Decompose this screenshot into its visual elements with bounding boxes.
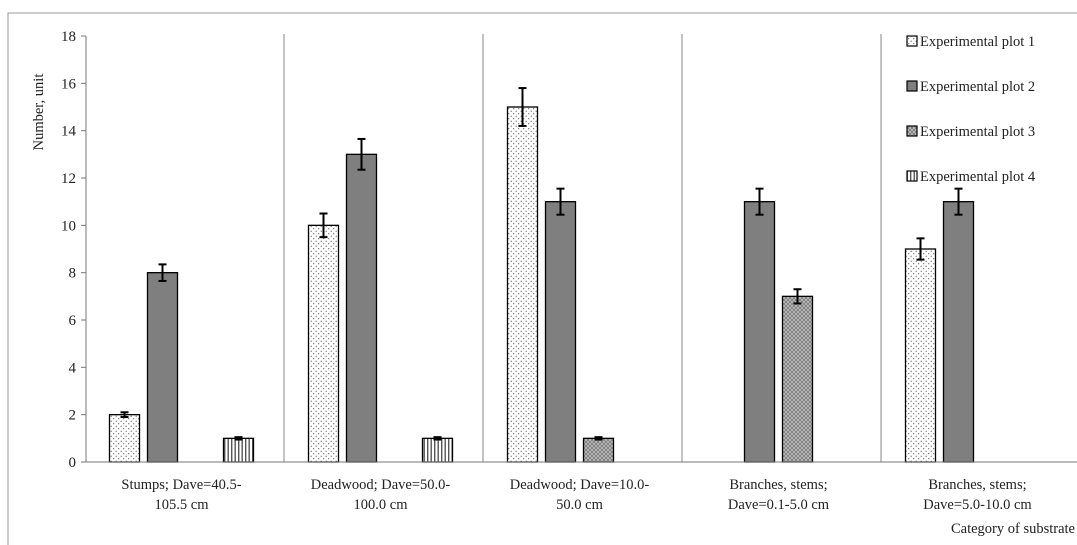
category-label: Deadwood; Dave=10.0- 50.0 cm	[510, 477, 650, 513]
y-tick-label: 16	[61, 76, 77, 92]
y-tick-label: 18	[61, 29, 76, 45]
bar	[582, 437, 615, 463]
category-label: Branches, stems; Dave=0.1-5.0 cm	[728, 477, 830, 513]
category-label: Stumps; Dave=40.5- 105.5 cm	[121, 477, 241, 513]
category-label-line: Branches, stems;	[928, 477, 1026, 493]
y-tick-label: 14	[61, 124, 77, 140]
y-axis: 0 2 4 6 8 10 12 14 16 18	[61, 29, 87, 471]
x-axis-title: Category of substrate	[951, 521, 1075, 537]
category-label-line: 105.5 cm	[155, 497, 210, 513]
y-tick-label: 10	[61, 218, 76, 234]
category-label-line: Branches, stems;	[729, 477, 827, 493]
error-bars	[120, 87, 963, 441]
error-bar	[954, 187, 963, 216]
legend-item: Experimental plot 2	[906, 79, 1035, 95]
category-label: Branches, stems; Dave=5.0-10.0 cm	[923, 477, 1032, 513]
category-label-line: Deadwood; Dave=50.0-	[311, 477, 451, 493]
legend-swatch	[906, 170, 918, 182]
bar	[345, 153, 378, 463]
error-bar	[433, 436, 442, 441]
category-label-line: 100.0 cm	[354, 497, 409, 513]
error-bar	[234, 436, 243, 441]
error-bar	[120, 411, 129, 419]
x-axis-labels: Stumps; Dave=40.5- 105.5 cm Deadwood; Dave…	[121, 477, 1032, 513]
category-separators	[283, 34, 882, 462]
bar	[904, 248, 937, 463]
legend-swatch	[906, 125, 918, 137]
error-bar	[319, 212, 328, 239]
error-bar	[158, 263, 167, 282]
legend-item: Experimental plot 3	[906, 124, 1035, 140]
legend-label: Experimental plot 4	[920, 169, 1036, 185]
bar	[781, 295, 814, 463]
bar	[222, 437, 255, 463]
category-label-line: Deadwood; Dave=10.0-	[510, 477, 650, 493]
bar	[108, 414, 141, 463]
legend-swatch	[906, 80, 918, 92]
bars	[108, 106, 975, 463]
bar	[506, 106, 539, 463]
category-label-line: Dave=0.1-5.0 cm	[728, 497, 830, 513]
error-bar	[916, 237, 925, 261]
legend-label: Experimental plot 2	[920, 79, 1035, 95]
y-tick-label: 0	[69, 455, 77, 471]
y-tick-label: 8	[69, 266, 77, 282]
error-bar	[357, 137, 366, 171]
error-bar	[594, 436, 603, 441]
error-bar	[518, 87, 527, 127]
bar	[544, 201, 577, 463]
y-tick-label: 4	[69, 360, 77, 376]
bar	[307, 224, 340, 463]
bar	[942, 201, 975, 463]
category-label: Deadwood; Dave=50.0- 100.0 cm	[311, 477, 451, 513]
legend-item: Experimental plot 1	[906, 34, 1035, 50]
legend-label: Experimental plot 1	[920, 34, 1035, 50]
legend-swatch	[906, 35, 918, 47]
bar	[146, 272, 179, 463]
legend-label: Experimental plot 3	[920, 124, 1035, 140]
error-bar	[556, 187, 565, 216]
chart-frame	[7, 12, 1077, 545]
error-bar	[793, 288, 802, 305]
legend-item: Experimental plot 4	[906, 169, 1036, 185]
bar	[421, 437, 454, 463]
y-axis-title: Number, unit	[31, 74, 47, 151]
category-label-line: 50.0 cm	[556, 497, 603, 513]
bar	[743, 201, 776, 463]
error-bar	[755, 187, 764, 216]
category-label-line: Stumps; Dave=40.5-	[121, 477, 241, 493]
y-tick-label: 12	[61, 171, 76, 187]
y-tick-label: 2	[69, 408, 77, 424]
category-label-line: Dave=5.0-10.0 cm	[923, 497, 1032, 513]
legend: Experimental plot 1 Experimental plot 2 Ex…	[906, 34, 1036, 185]
y-tick-label: 6	[69, 313, 77, 329]
